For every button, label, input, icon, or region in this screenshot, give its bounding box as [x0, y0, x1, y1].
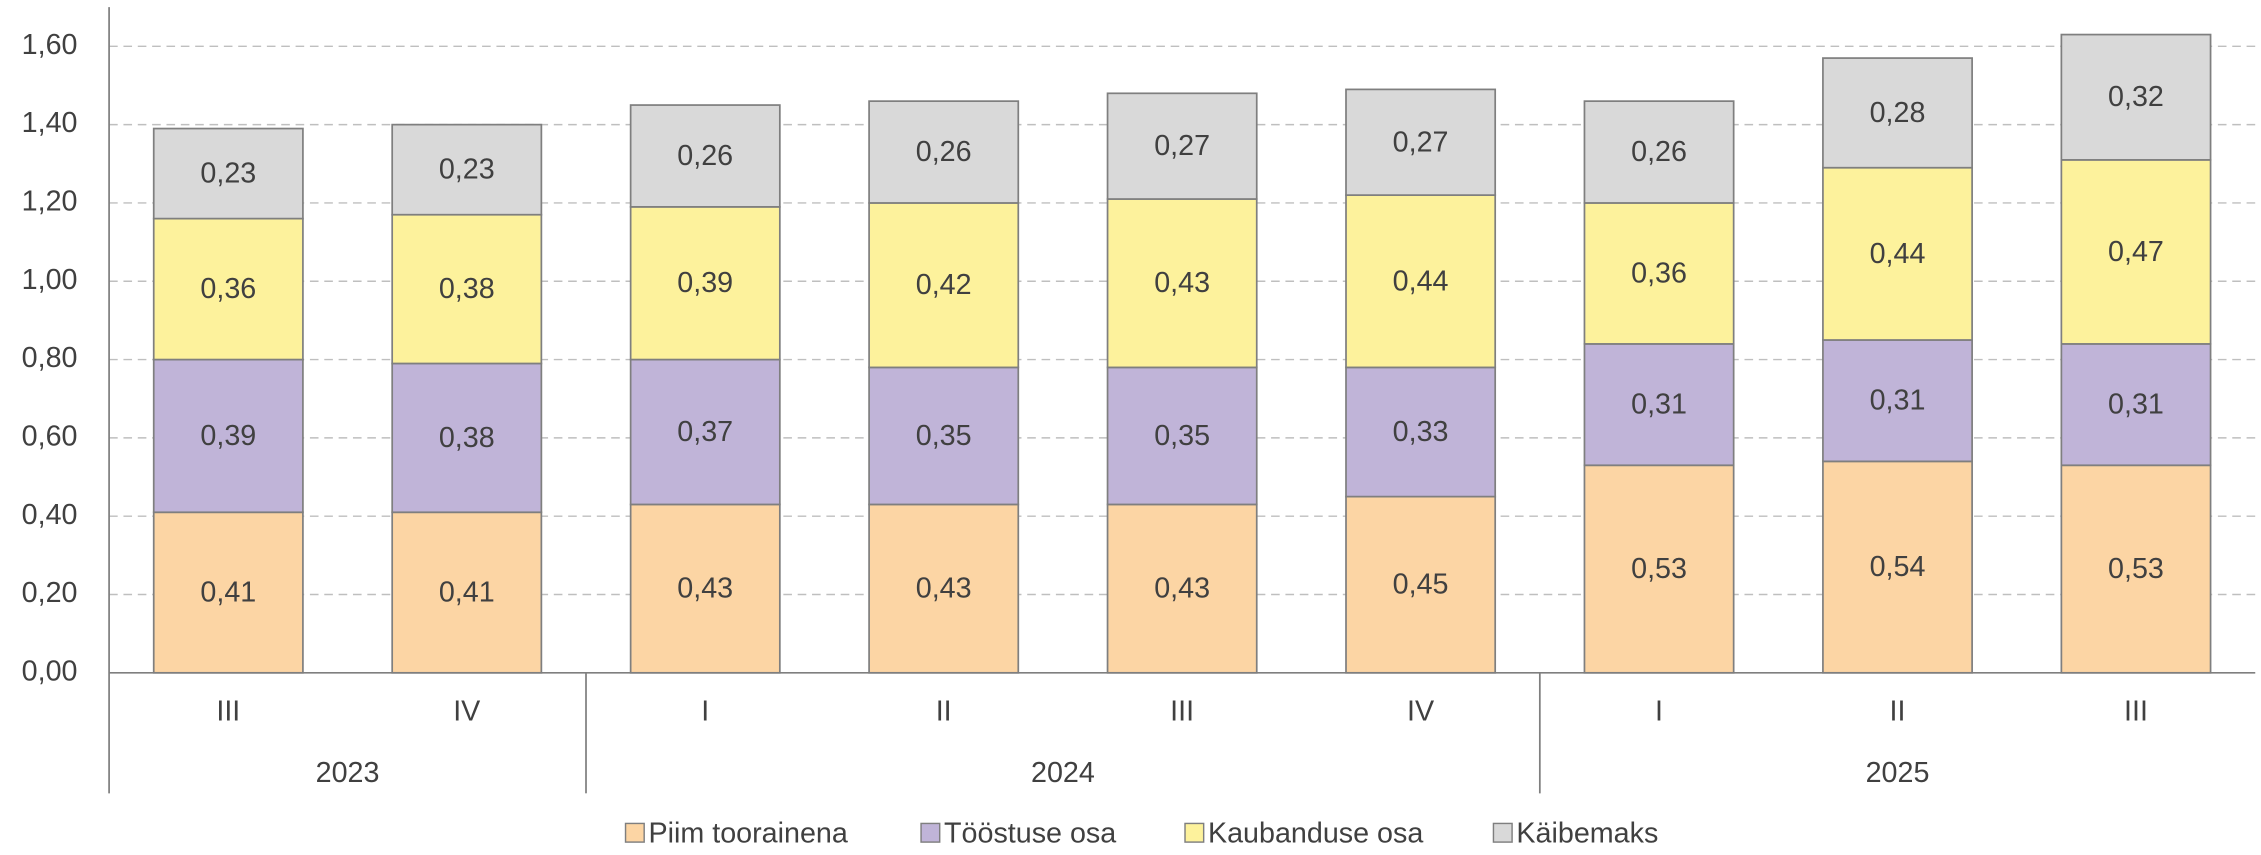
legend-swatch	[920, 822, 941, 843]
bar-segment	[2060, 159, 2212, 345]
y-tick-label: 0,00	[22, 655, 78, 687]
data-label: 0,39	[200, 420, 256, 452]
data-label: 0,27	[1393, 126, 1449, 158]
bar-segment	[1583, 100, 1735, 204]
bar-segment	[1106, 503, 1258, 674]
bar-segment	[1106, 92, 1258, 200]
data-label: 0,41	[200, 577, 256, 609]
data-label: 0,27	[1154, 130, 1210, 162]
data-label: 0,26	[1631, 136, 1687, 168]
bar-segment	[2060, 33, 2212, 161]
bar-segment	[629, 503, 781, 674]
x-tick-label: IV	[1407, 696, 1435, 728]
data-label: 0,43	[1154, 573, 1210, 605]
bar-segment	[391, 213, 543, 365]
x-tick-label: I	[1655, 696, 1663, 728]
bar-segment	[1583, 202, 1735, 345]
data-label: 0,43	[677, 573, 733, 605]
legend-label: Tööstuse osa	[944, 817, 1116, 849]
y-tick-label: 0,20	[22, 577, 78, 609]
data-label: 0,43	[916, 573, 972, 605]
data-label: 0,39	[677, 267, 733, 299]
x-tick-label: II	[936, 696, 952, 728]
data-label: 0,43	[1154, 267, 1210, 299]
x-tick-label: III	[2124, 696, 2148, 728]
x-tick-label: III	[1170, 696, 1194, 728]
bar-segment	[391, 123, 543, 216]
bar-segment	[1822, 460, 1973, 674]
data-label: 0,31	[1870, 385, 1926, 417]
data-label: 0,38	[439, 422, 495, 454]
bar-segment	[1345, 88, 1497, 196]
bar-segment	[1822, 57, 1973, 169]
bar-segment	[391, 362, 543, 514]
data-label: 0,44	[1393, 265, 1449, 297]
bar-segment	[868, 366, 1020, 506]
data-label: 0,37	[677, 416, 733, 448]
y-tick-label: 1,20	[22, 186, 78, 218]
bar-segment	[1345, 366, 1497, 498]
data-label: 0,44	[1870, 238, 1926, 270]
data-label: 0,26	[916, 136, 972, 168]
group-label: 2024	[1031, 757, 1095, 789]
data-label: 0,28	[1870, 97, 1926, 129]
data-label: 0,53	[2108, 553, 2164, 585]
bar-segment	[152, 127, 304, 220]
bar-segment	[1106, 366, 1258, 506]
y-tick-label: 1,60	[22, 29, 78, 61]
data-label: 0,53	[1631, 553, 1687, 585]
data-label: 0,42	[916, 269, 972, 301]
data-label: 0,54	[1870, 551, 1926, 583]
y-tick-label: 0,80	[22, 342, 78, 374]
data-label: 0,35	[916, 420, 972, 452]
bar-segment	[868, 100, 1020, 204]
bar-segment	[629, 104, 781, 208]
bar-segment	[1345, 194, 1497, 369]
data-label: 0,23	[200, 158, 256, 190]
data-label: 0,45	[1393, 569, 1449, 601]
data-label: 0,38	[439, 273, 495, 305]
legend-label: Käibemaks	[1516, 817, 1658, 849]
legend-label: Piim toorainena	[648, 817, 847, 849]
bar-segment	[391, 511, 543, 674]
data-label: 0,31	[1631, 389, 1687, 421]
y-tick-label: 1,40	[22, 107, 78, 139]
legend-swatch	[1492, 822, 1513, 843]
legend-label: Kaubanduse osa	[1208, 817, 1423, 849]
bar-segment	[1345, 495, 1497, 674]
bar-segment	[1106, 198, 1258, 369]
x-tick-label: I	[701, 696, 709, 728]
data-label: 0,31	[2108, 389, 2164, 421]
bar-segment	[152, 511, 304, 674]
bar-segment	[152, 217, 304, 361]
data-label: 0,35	[1154, 420, 1210, 452]
y-tick-label: 1,00	[22, 264, 78, 296]
y-tick-label: 0,60	[22, 420, 78, 452]
data-label: 0,23	[439, 154, 495, 186]
bar-segment	[2060, 343, 2212, 467]
x-tick-label: III	[216, 696, 240, 728]
group-label: 2023	[316, 757, 380, 789]
legend-swatch	[1184, 822, 1205, 843]
data-label: 0,41	[439, 577, 495, 609]
data-label: 0,33	[1393, 416, 1449, 448]
bar-segment	[1822, 166, 1973, 341]
y-tick-label: 0,40	[22, 499, 78, 531]
x-tick-label: IV	[453, 696, 481, 728]
bar-segment	[868, 503, 1020, 674]
bar-segment	[868, 202, 1020, 369]
data-label: 0,36	[200, 273, 256, 305]
group-label: 2025	[1866, 757, 1930, 789]
bar-segment	[1583, 343, 1735, 467]
data-label: 0,26	[677, 140, 733, 172]
x-tick-label: II	[1890, 696, 1906, 728]
data-label: 0,47	[2108, 236, 2164, 268]
data-label: 0,32	[2108, 81, 2164, 113]
bar-segment	[629, 206, 781, 361]
bar-segment	[1583, 464, 1735, 674]
legend-swatch	[624, 822, 645, 843]
bar-segment	[2060, 464, 2212, 674]
data-label: 0,36	[1631, 257, 1687, 289]
